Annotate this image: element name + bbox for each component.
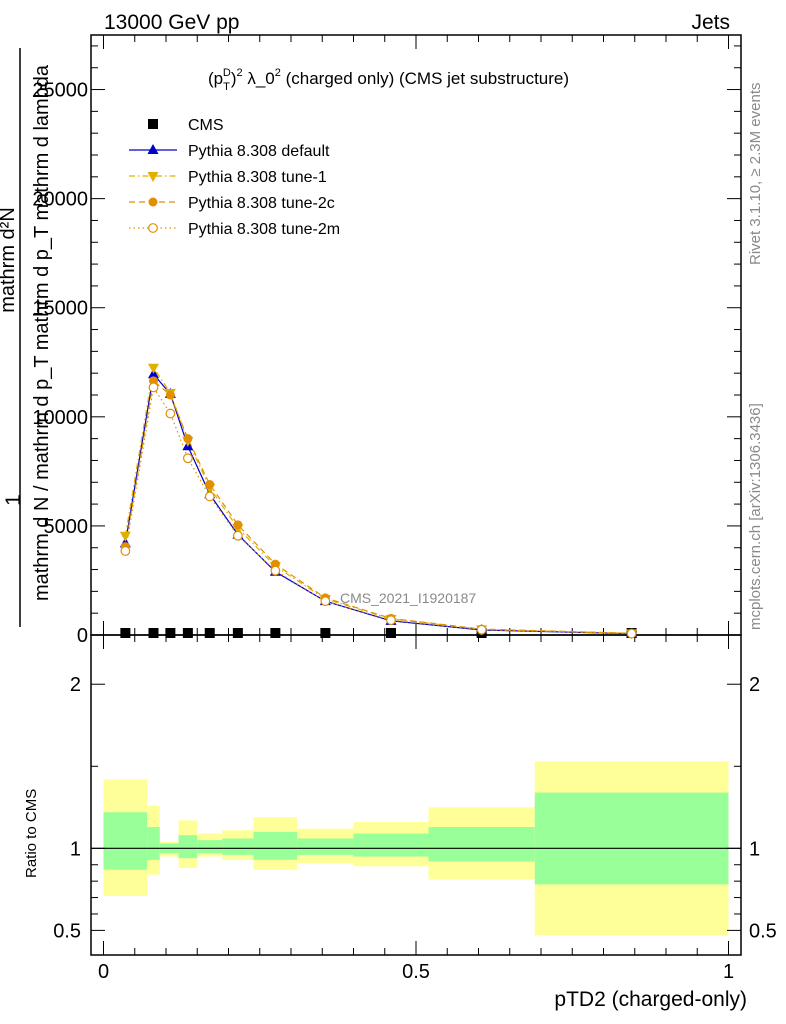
- energy-label: 13000 GeV pp: [104, 11, 239, 34]
- y-tick-label: 0: [77, 625, 88, 647]
- x-tick-label: 1: [723, 961, 734, 983]
- title-sup-d: D: [223, 67, 231, 79]
- axes: 0 5000 10000 15000 20000 25000 0 0.5 1 0.5 0.5 1 1 2 2: [32, 35, 777, 983]
- y-tick-label: 20000: [32, 189, 88, 211]
- data-point-pythia-8-308-tune-2c: [205, 479, 215, 489]
- data-point-pythia-8-308-tune-2m: [626, 628, 637, 639]
- ratio-tick-label: 2: [70, 674, 81, 696]
- legend-label-pythia-8-308-default: Pythia 8.308 default: [188, 143, 330, 160]
- rivet-label: Rivet 3.1.10, ≥ 2.3M events: [747, 83, 764, 266]
- data-point-pythia-8-308-tune-2c: [165, 390, 175, 400]
- y-axis-title: 1 mathrm d N / mathrm d p_T mathrm d p_T…: [0, 48, 53, 627]
- data-point-cms: [148, 628, 159, 638]
- ratio-tick-label-right: 2: [749, 674, 760, 696]
- x-tick-label: 0: [98, 961, 109, 983]
- ratio-band-green: [353, 833, 429, 857]
- legend-label-pythia-8-308-tune-2m: Pythia 8.308 tune-2m: [188, 221, 340, 238]
- y-axis-title-line2: mathrm d N / mathrm d p_T mathrm d p_T m…: [31, 64, 53, 601]
- title-sup-2b: 2: [275, 67, 281, 79]
- title-sup-2: 2: [236, 67, 242, 79]
- series-line-pythia-8-308-tune-2c: [124, 379, 632, 634]
- legend-marker-pythia-8-308-tune-2m: [148, 223, 158, 233]
- y-axis-title-line3: mathrm d²N: [0, 207, 19, 313]
- data-point-cms: [204, 628, 215, 638]
- chart-title: (pTD)2 λ_02 (charged only) (CMS jet subs…: [208, 67, 569, 93]
- legend-label-pythia-8-308-tune-1: Pythia 8.308 tune-1: [188, 169, 327, 186]
- data-point-pythia-8-308-tune-2m: [120, 546, 131, 556]
- ratio-band-green: [297, 838, 354, 855]
- data-point-pythia-8-308-tune-2m: [165, 408, 176, 419]
- ratio-band-green: [197, 840, 223, 854]
- data-point-pythia-8-308-tune-2m: [182, 453, 193, 464]
- ratio-bands: [91, 761, 741, 936]
- y-tick-label: 15000: [32, 298, 88, 320]
- legend-marker-pythia-8-308-default: [147, 144, 159, 154]
- data-point-pythia-8-308-tune-1: [148, 363, 159, 374]
- y-tick-label: 5000: [44, 516, 89, 538]
- title-p: (p: [208, 69, 223, 88]
- ratio-tick-label: 0.5: [53, 920, 81, 942]
- data-point-cms: [120, 628, 131, 638]
- x-axis-title: pTD2 (charged-only): [554, 988, 747, 1011]
- data-point-pythia-8-308-tune-2m: [386, 615, 396, 626]
- title-paren: ): [231, 69, 237, 88]
- legend-marker-pythia-8-308-tune-1: [147, 172, 159, 182]
- data-point-cms: [270, 628, 281, 638]
- data-point-pythia-8-308-tune-2m: [204, 491, 215, 502]
- mcplots-label: mcplots.cern.ch [arXiv:1306.3436]: [747, 403, 764, 630]
- data-point-pythia-8-308-tune-2m: [148, 382, 159, 393]
- ratio-axis-title: Ratio to CMS: [23, 789, 40, 878]
- data-point-pythia-8-308-tune-2c: [183, 434, 193, 444]
- analysis-watermark: CMS_2021_I1920187: [340, 590, 476, 606]
- ratio-tick-label: 1: [70, 838, 81, 860]
- data-point-cms: [182, 628, 193, 638]
- data-point-cms: [320, 628, 331, 638]
- ratio-tick-label-right: 0.5: [749, 920, 777, 942]
- data-point-pythia-8-308-tune-2m: [320, 596, 331, 607]
- ratio-band-green: [103, 812, 148, 870]
- ratio-band-green: [222, 838, 254, 855]
- data-point-pythia-8-308-tune-2m: [476, 624, 487, 635]
- data-point-pythia-8-308-tune-1: [119, 531, 131, 542]
- x-tick-label: 0.5: [402, 961, 430, 983]
- data-point-pythia-8-308-tune-2c: [233, 520, 243, 530]
- ratio-band-green: [147, 827, 160, 860]
- data-point-pythia-8-308-tune-2m: [232, 530, 243, 541]
- ratio-band-green: [534, 792, 729, 885]
- title-sub-t: T: [223, 81, 230, 93]
- data-point-cms: [232, 628, 243, 638]
- legend: CMS Pythia 8.308 default Pythia 8.308 tune…: [129, 117, 340, 238]
- y-tick-label: 10000: [32, 407, 88, 429]
- y-tick-label: 25000: [32, 80, 88, 102]
- legend-label-pythia-8-308-tune-2c: Pythia 8.308 tune-2c: [188, 195, 335, 212]
- legend-marker-cms: [148, 119, 158, 129]
- legend-marker-pythia-8-308-tune-2c: [148, 197, 158, 207]
- data-point-cms: [165, 628, 176, 638]
- title-rest: (charged only) (CMS jet substructure): [281, 69, 569, 88]
- ratio-band-green: [253, 831, 298, 860]
- y-axis-title-line1: 1: [2, 494, 25, 506]
- data-point-pythia-8-308-tune-2m: [270, 565, 281, 576]
- process-label: Jets: [691, 11, 730, 34]
- ratio-tick-label-right: 1: [749, 838, 760, 860]
- ratio-band-green: [178, 835, 198, 859]
- ratio-band-green: [428, 827, 535, 862]
- data-point-cms: [386, 628, 396, 638]
- title-lambda: λ_0: [243, 69, 275, 88]
- series-markers: [119, 363, 638, 640]
- legend-label-cms: CMS: [188, 117, 224, 134]
